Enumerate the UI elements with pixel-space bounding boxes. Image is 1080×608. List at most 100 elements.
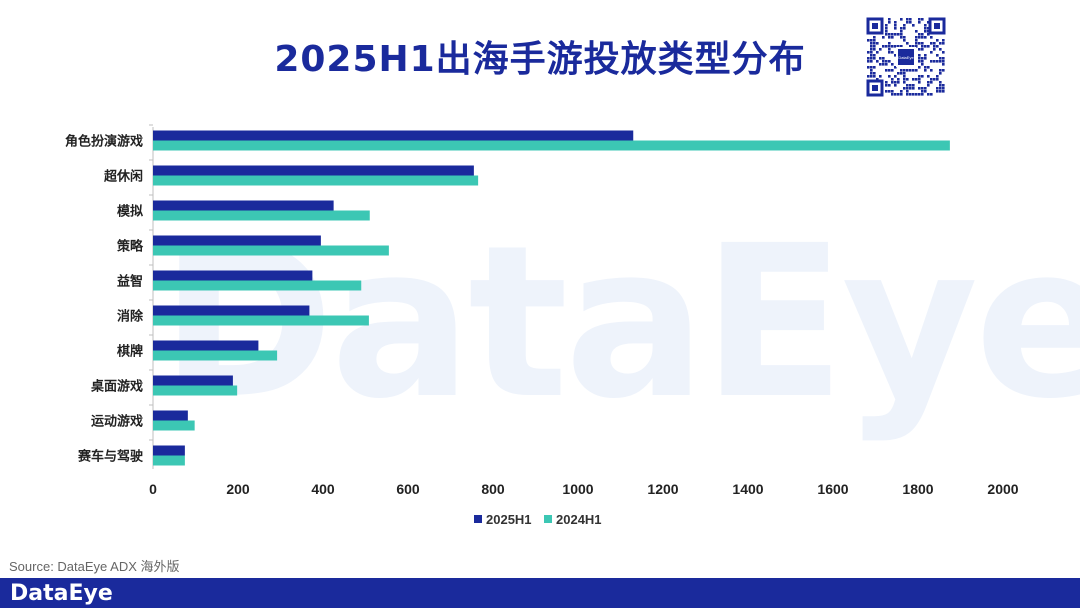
qr-module (897, 81, 900, 84)
footer-logo: DataEye (10, 581, 113, 606)
qr-module (888, 21, 891, 24)
qr-module (942, 42, 945, 45)
qr-module (912, 24, 915, 27)
qr-module (903, 87, 906, 90)
qr-module (924, 87, 927, 90)
qr-module (876, 42, 879, 45)
qr-module (888, 69, 891, 72)
qr-module (918, 33, 921, 36)
qr-module (927, 81, 930, 84)
qr-module (867, 57, 870, 60)
qr-module (891, 33, 894, 36)
qr-module (894, 84, 897, 87)
qr-module (939, 72, 942, 75)
qr-module (909, 69, 912, 72)
qr-module (888, 36, 891, 39)
qr-module (897, 93, 900, 96)
qr-module (930, 93, 933, 96)
qr-module (894, 33, 897, 36)
qr-module (918, 42, 921, 45)
bar-2025H1-4 (153, 270, 313, 281)
qr-code-icon: DataEye (866, 17, 946, 97)
qr-module (873, 72, 876, 75)
category-label: 益智 (117, 274, 143, 290)
qr-module (942, 87, 945, 90)
qr-module (885, 69, 888, 72)
category-label: 消除 (117, 309, 144, 325)
bar-2024H1-7 (153, 385, 238, 396)
qr-module (891, 45, 894, 48)
qr-module (936, 75, 939, 78)
qr-module (939, 84, 942, 87)
qr-module (921, 33, 924, 36)
qr-module (900, 90, 903, 93)
qr-module (939, 48, 942, 51)
qr-module (930, 51, 933, 54)
bar-2025H1-8 (153, 410, 188, 421)
qr-module (873, 45, 876, 48)
qr-module (900, 27, 903, 30)
qr-module (903, 81, 906, 84)
x-tick-label: 1600 (817, 481, 848, 497)
qr-module (924, 30, 927, 33)
bar-2025H1-0 (153, 130, 634, 141)
qr-module (885, 33, 888, 36)
qr-module (933, 42, 936, 45)
qr-module (885, 63, 888, 66)
qr-module (942, 39, 945, 42)
qr-module (879, 63, 882, 66)
qr-module (870, 48, 873, 51)
qr-module (906, 90, 909, 93)
qr-module (933, 48, 936, 51)
qr-module (894, 81, 897, 84)
qr-module (924, 54, 927, 57)
qr-module (912, 93, 915, 96)
qr-module (912, 69, 915, 72)
qr-module (894, 66, 897, 69)
qr-module (927, 66, 930, 69)
qr-module (891, 81, 894, 84)
bar-2024H1-3 (153, 245, 389, 256)
qr-module (888, 42, 891, 45)
qr-module (870, 42, 873, 45)
qr-module (918, 87, 921, 90)
category-label: 桌面游戏 (91, 379, 143, 395)
category-label: 模拟 (117, 204, 143, 220)
category-label: 赛车与驾驶 (77, 449, 143, 465)
qr-module (930, 42, 933, 45)
qr-module (921, 48, 924, 51)
qr-module (885, 90, 888, 93)
qr-module (918, 93, 921, 96)
qr-module (891, 69, 894, 72)
qr-module (924, 45, 927, 48)
qr-module (900, 72, 903, 75)
qr-module (927, 75, 930, 78)
qr-module (882, 45, 885, 48)
qr-module (885, 30, 888, 33)
qr-module (888, 84, 891, 87)
qr-module (933, 45, 936, 48)
qr-module (909, 87, 912, 90)
qr-module (915, 78, 918, 81)
qr-module (900, 93, 903, 96)
qr-module (918, 21, 921, 24)
qr-center-logo: DataEye (898, 55, 914, 60)
qr-module (927, 84, 930, 87)
qr-module (873, 57, 876, 60)
qr-module (888, 60, 891, 63)
qr-module (903, 69, 906, 72)
qr-module (903, 39, 906, 42)
qr-module (918, 60, 921, 63)
qr-module (924, 66, 927, 69)
bar-2025H1-5 (153, 305, 310, 316)
qr-module (900, 45, 903, 48)
qr-module (933, 78, 936, 81)
qr-module (927, 93, 930, 96)
qr-module (894, 75, 897, 78)
category-label: 棋牌 (116, 344, 143, 360)
qr-module (927, 45, 930, 48)
qr-module (912, 87, 915, 90)
qr-module (900, 69, 903, 72)
qr-module (942, 69, 945, 72)
qr-module (918, 75, 921, 78)
